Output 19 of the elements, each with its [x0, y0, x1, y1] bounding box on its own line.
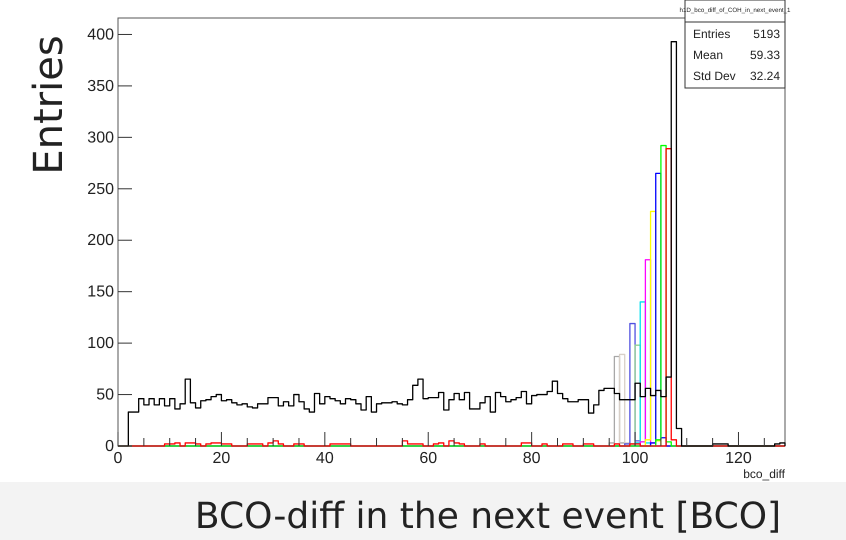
x-axis-title: BCO-diff in the next event [BCO] [194, 496, 782, 537]
y-tick-label: 400 [87, 26, 114, 44]
text: bco_diff [743, 467, 786, 481]
x-tick-label: 20 [212, 450, 230, 467]
y-tick-label: 50 [96, 386, 114, 404]
x-tick-label: 40 [316, 450, 334, 467]
y-axis-title: Entries [26, 35, 72, 175]
y-tick-label: 0 [105, 438, 114, 455]
y-tick-label: 300 [87, 129, 114, 146]
x-tick-label: 100 [622, 450, 648, 467]
x-tick-label: 120 [725, 450, 752, 467]
x-tick-label: 60 [419, 450, 438, 467]
y-tick-label: 100 [87, 335, 114, 352]
y-tick-label: 350 [87, 78, 114, 95]
x-tick-label: 80 [522, 450, 541, 467]
annotation: Std Dev 32.24 [693, 69, 780, 83]
y-tick-label: 200 [87, 232, 114, 250]
y-tick-label: 250 [87, 180, 114, 198]
y-tick-label: 150 [87, 284, 114, 301]
